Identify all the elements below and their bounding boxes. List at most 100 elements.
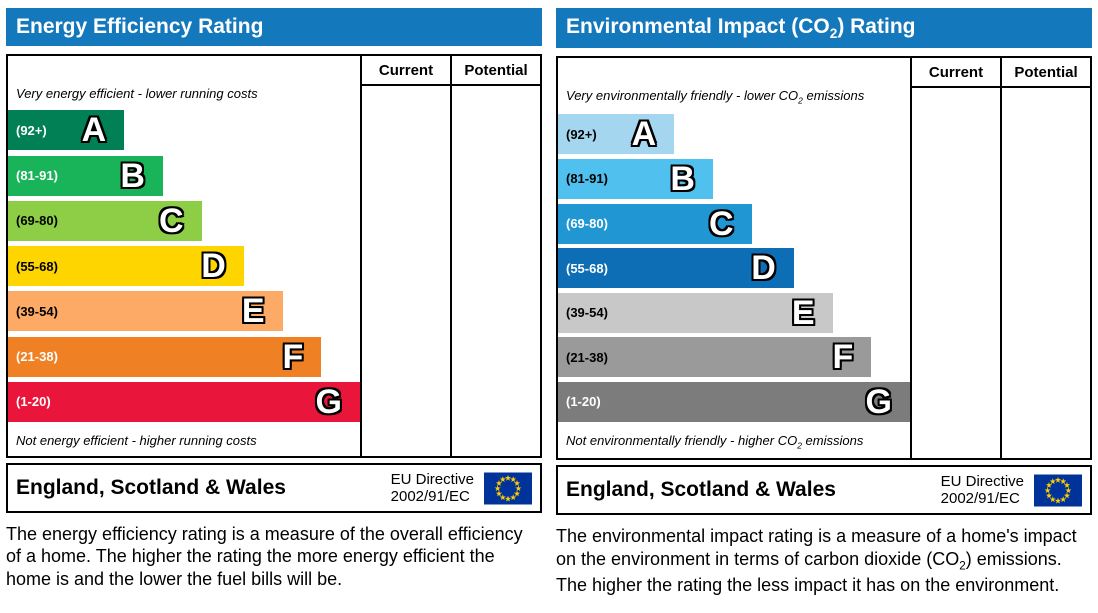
environmental-potential-column-body — [1002, 88, 1090, 458]
environmental-current-column-header: Current — [912, 58, 1000, 89]
environmental-eu-directive-line2: 2002/91/EC — [940, 490, 1020, 508]
environmental-current-column: Current — [910, 58, 1000, 459]
environmental-eu-directive-line1: EU Directive — [940, 472, 1024, 490]
energy-eu-directive-line2: 2002/91/EC — [390, 488, 470, 505]
rating-band-row-d: (55-68) D — [558, 248, 910, 289]
band-range-label: (39-54) — [566, 305, 608, 321]
environmental-footer: England, Scotland & Wales EU Directive 2… — [556, 465, 1092, 516]
band-range-label: (1-20) — [566, 394, 601, 410]
band-range-label: (92+) — [16, 122, 47, 138]
band-letter: D — [201, 247, 226, 285]
rating-band-row-b: (81-91) B — [8, 155, 360, 196]
rating-band-bar-c: (69-80) C — [8, 200, 202, 241]
environmental-panel-title-bar: Environmental Impact (CO2) Rating — [556, 8, 1092, 49]
band-range-label: (39-54) — [16, 303, 58, 319]
band-letter: B — [120, 156, 145, 195]
rating-band-row-g: (1-20) G — [558, 381, 910, 422]
rating-band-bar-e: (39-54) E — [558, 292, 833, 333]
band-range-label: (55-68) — [566, 260, 608, 276]
energy-eu-directive-label: EU Directive 2002/91/EC — [391, 471, 474, 506]
rating-band-bar-g: (1-20) G — [558, 381, 910, 422]
energy-top-note: Very energy efficient - lower running co… — [8, 56, 360, 103]
band-range-label: (21-38) — [16, 349, 58, 364]
environmental-panel-title: Environmental Impact (CO2) Rating — [566, 15, 916, 42]
band-range-label: (81-91) — [16, 168, 58, 183]
rating-band-row-a: (92+) A — [8, 110, 360, 151]
energy-panel-title-bar: Energy Efficiency Rating — [6, 8, 542, 46]
rating-band-bar-e: (39-54) E — [8, 291, 283, 332]
band-range-label: (21-38) — [566, 349, 608, 365]
eu-flag-icon — [1034, 474, 1082, 507]
environmental-region-label: England, Scotland & Wales — [566, 478, 836, 502]
energy-efficiency-panel: Energy Efficiency Rating Very energy eff… — [6, 8, 542, 596]
band-letter: A — [81, 111, 107, 150]
rating-band-bar-a: (92+) A — [558, 114, 675, 155]
band-range-label: (1-20) — [16, 394, 51, 410]
energy-description-span: The energy efficiency rating is a measur… — [6, 524, 523, 589]
band-range-label: (69-80) — [566, 216, 608, 232]
rating-band-bar-f: (21-38) F — [558, 337, 872, 378]
band-letter: G — [315, 382, 342, 421]
rating-band-bar-c: (69-80) C — [558, 203, 752, 244]
environmental-rating-bands: (92+) A (81-91) B (69-80) C (55-68) D (39-54) E (2… — [558, 108, 910, 429]
energy-chart-area: Very energy efficient - lower running co… — [8, 56, 360, 456]
rating-band-bar-g: (1-20) G — [8, 381, 360, 422]
energy-bottom-note: Not energy efficient - higher running co… — [8, 429, 360, 456]
band-letter: G — [865, 382, 892, 421]
rating-band-row-e: (39-54) E — [8, 291, 360, 332]
energy-description-text: The energy efficiency rating is a measur… — [6, 523, 542, 590]
environmental-bottom-note-text: Not environmentally friendly - higher CO… — [566, 432, 864, 451]
band-range-label: (92+) — [566, 126, 597, 142]
band-letter: C — [159, 201, 184, 240]
epc-charts: Energy Efficiency Rating Very energy eff… — [6, 8, 1092, 596]
band-letter: F — [282, 337, 304, 376]
rating-band-row-a: (92+) A — [558, 114, 910, 155]
energy-panel-title: Energy Efficiency Rating — [16, 15, 264, 38]
energy-region-label: England, Scotland & Wales — [16, 476, 286, 499]
environmental-potential-column-header: Potential — [1002, 58, 1090, 89]
band-range-label: (81-91) — [566, 171, 608, 187]
energy-footer: England, Scotland & Wales EU Directive 2… — [6, 463, 542, 513]
rating-band-row-d: (55-68) D — [8, 246, 360, 286]
band-letter: E — [241, 292, 265, 331]
environmental-description-span: The environmental impact rating is a mea… — [556, 526, 1077, 595]
energy-bottom-note-text: Not energy efficient - higher running co… — [16, 433, 257, 448]
rating-band-row-c: (69-80) C — [8, 200, 360, 241]
rating-band-row-g: (1-20) G — [8, 381, 360, 422]
energy-potential-column: Potential — [450, 56, 540, 456]
rating-band-bar-a: (92+) A — [8, 110, 125, 151]
rating-band-bar-b: (81-91) B — [8, 155, 163, 196]
eu-flag-icon — [484, 472, 532, 504]
band-letter: B — [670, 159, 695, 198]
environmental-eu-directive-label: EU Directive 2002/91/EC — [941, 473, 1024, 508]
band-letter: E — [791, 293, 815, 332]
environmental-impact-panel: Environmental Impact (CO2) Rating Very e… — [556, 8, 1092, 596]
rating-band-bar-d: (55-68) D — [8, 246, 244, 286]
band-range-label: (55-68) — [16, 258, 58, 274]
environmental-chart-area: Very environmentally friendly - lower CO… — [558, 58, 910, 458]
band-letter: F — [832, 338, 854, 377]
environmental-rating-chart: Very environmentally friendly - lower CO… — [556, 56, 1092, 461]
rating-band-bar-d: (55-68) D — [558, 248, 794, 289]
energy-top-note-text: Very energy efficient - lower running co… — [16, 86, 258, 101]
energy-eu-directive-line1: EU Directive — [390, 470, 474, 488]
environmental-top-note-text: Very environmentally friendly - lower CO… — [566, 88, 865, 106]
energy-current-column-body — [362, 86, 450, 456]
rating-band-bar-f: (21-38) F — [8, 336, 322, 377]
rating-band-row-e: (39-54) E — [558, 292, 910, 333]
energy-current-column: Current — [360, 56, 450, 456]
rating-band-row-b: (81-91) B — [558, 158, 910, 199]
environmental-bottom-note: Not environmentally friendly - higher CO… — [558, 429, 910, 459]
band-letter: A — [631, 115, 657, 154]
environmental-description-text: The environmental impact rating is a mea… — [556, 525, 1092, 596]
energy-rating-chart: Very energy efficient - lower running co… — [6, 54, 542, 458]
environmental-top-note: Very environmentally friendly - lower CO… — [558, 58, 910, 108]
environmental-potential-column: Potential — [1000, 58, 1090, 459]
band-letter: C — [709, 204, 734, 243]
energy-rating-bands: (92+) A (81-91) B (69-80) C (55-68) D (39-54) E (2… — [8, 103, 360, 429]
environmental-current-column-body — [912, 88, 1000, 458]
band-letter: D — [751, 249, 776, 288]
energy-potential-column-header: Potential — [452, 56, 540, 86]
rating-band-row-c: (69-80) C — [558, 203, 910, 244]
rating-band-row-f: (21-38) F — [8, 336, 360, 377]
